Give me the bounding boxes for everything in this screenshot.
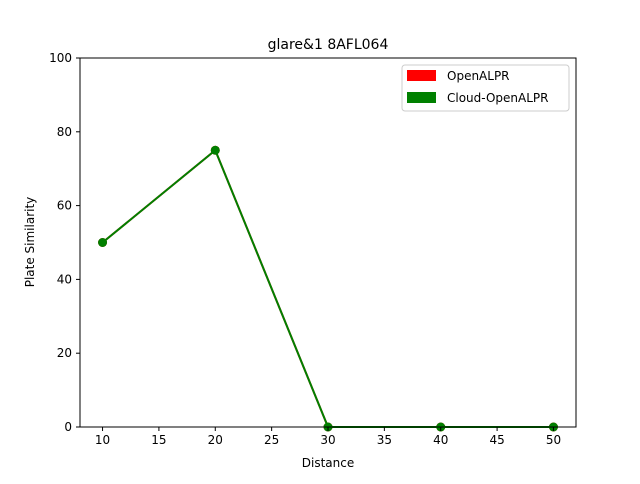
x-tick-label: 10	[95, 433, 110, 447]
data-point-cloud-openalpr	[210, 145, 220, 155]
x-tick-label: 50	[546, 433, 561, 447]
y-tick-label: 0	[64, 420, 72, 434]
x-tick-label: 45	[489, 433, 504, 447]
y-tick-label: 100	[49, 51, 72, 65]
legend-swatch-openalpr	[407, 70, 436, 81]
x-tick-label: 15	[151, 433, 166, 447]
chart-title: glare&1 8AFL064	[268, 37, 389, 53]
y-tick-label: 20	[57, 346, 72, 360]
legend-label-cloud-openalpr: Cloud-OpenALPR	[447, 91, 548, 105]
y-tick-label: 40	[57, 272, 72, 286]
x-tick-label: 20	[208, 433, 223, 447]
x-tick-label: 35	[377, 433, 392, 447]
x-axis-ticks: 10 15 20 25 30 35 40 45 50	[95, 427, 561, 447]
y-tick-label: 60	[57, 199, 72, 213]
x-tick-label: 30	[320, 433, 335, 447]
legend-label-openalpr: OpenALPR	[447, 69, 510, 83]
y-tick-label: 80	[57, 125, 72, 139]
x-tick-label: 40	[433, 433, 448, 447]
x-axis-label: Distance	[302, 456, 354, 470]
x-tick-label: 25	[264, 433, 279, 447]
legend-swatch-cloud-openalpr	[407, 92, 436, 103]
y-axis-ticks: 0 20 40 60 80 100	[49, 51, 80, 434]
y-axis-label: Plate Similarity	[23, 197, 37, 288]
legend-box	[401, 64, 570, 112]
data-point-cloud-openalpr	[98, 238, 108, 247]
legend: OpenALPR Cloud-OpenALPR	[401, 64, 570, 112]
